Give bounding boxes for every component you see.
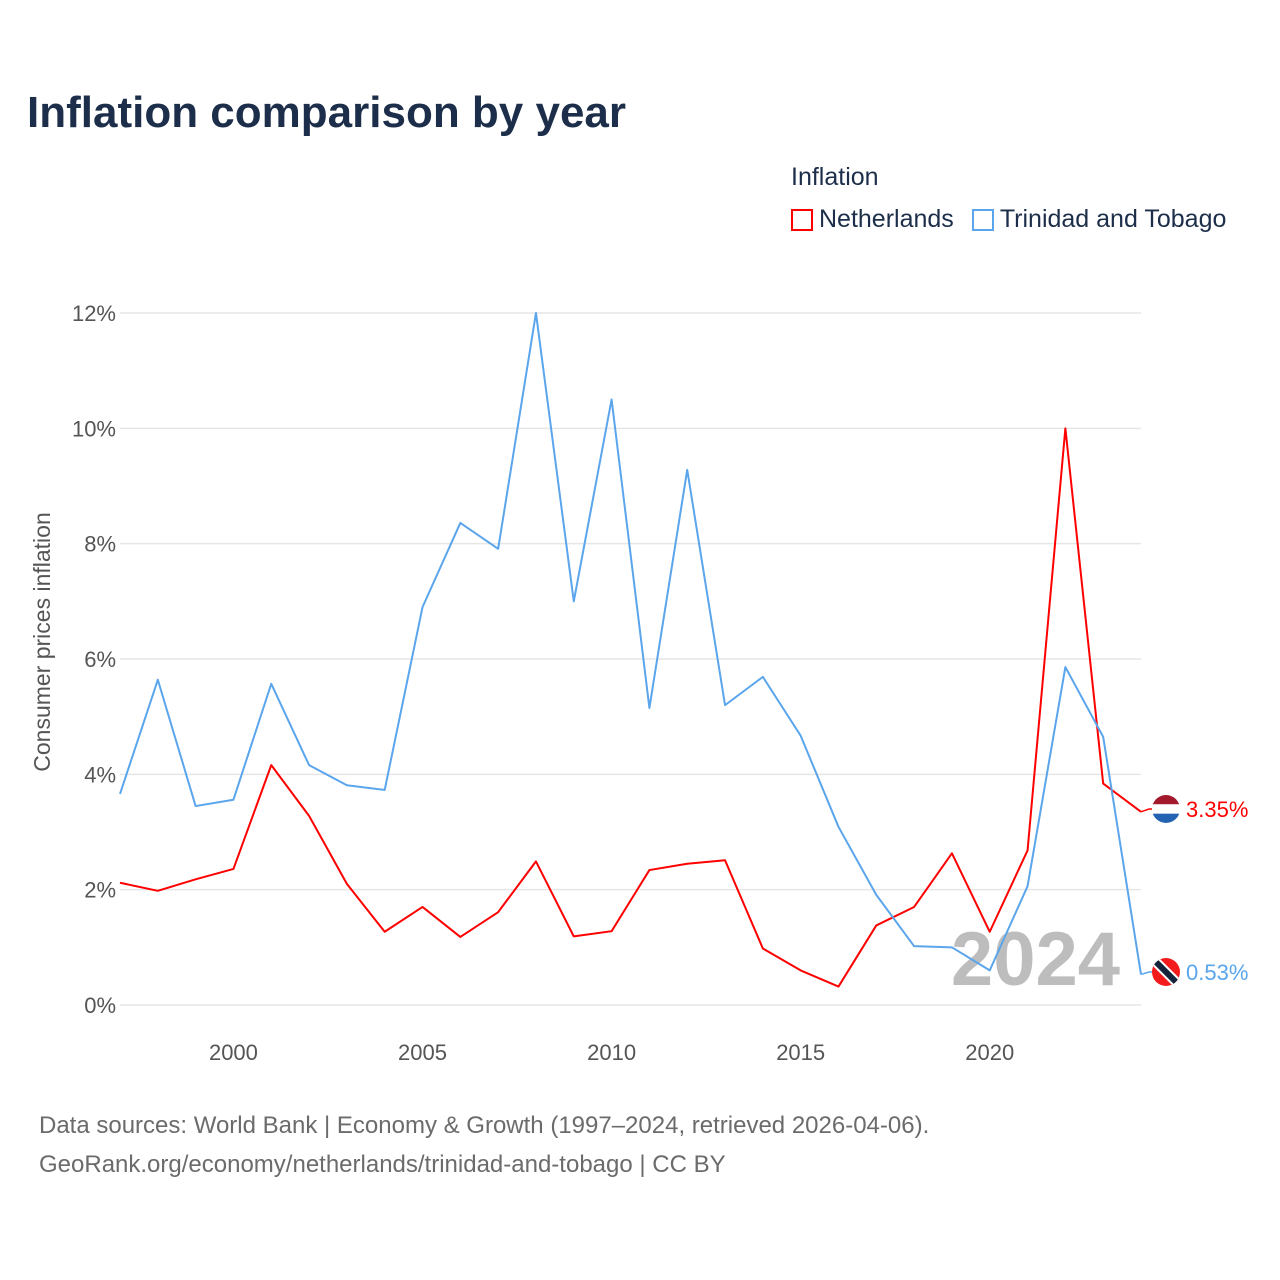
legend-label: Trinidad and Tobago	[999, 205, 1227, 233]
y-tick-label: 4%	[84, 762, 116, 787]
year-watermark: 2024	[951, 917, 1120, 1002]
end-value-label: 0.53%	[1186, 960, 1248, 985]
y-tick-label: 2%	[84, 878, 116, 903]
y-axis-label: Consumer prices inflation	[29, 512, 55, 772]
legend-item-trinidad[interactable]: Trinidad and Tobago	[971, 205, 1227, 234]
x-tick-label: 2015	[776, 1040, 825, 1065]
footer: Data sources: World Bank | Economy & Gro…	[39, 1106, 929, 1184]
legend-swatch	[971, 208, 994, 231]
end-connector	[1140, 971, 1152, 976]
y-tick-label: 8%	[84, 532, 116, 557]
x-tick-label: 2005	[398, 1040, 447, 1065]
netherlands-flag-icon	[1152, 804, 1180, 814]
netherlands-flag-icon	[1152, 795, 1180, 805]
legend-title: Inflation	[791, 163, 879, 191]
end-value-label: 3.35%	[1186, 797, 1248, 822]
trinidad-flag-icon	[1152, 958, 1180, 986]
footer-source: Data sources: World Bank | Economy & Gro…	[39, 1112, 930, 1139]
legend-label: Netherlands	[819, 205, 954, 233]
netherlands-flag-icon	[1152, 813, 1180, 823]
x-tick-label: 2020	[965, 1040, 1014, 1065]
y-tick-label: 6%	[84, 647, 116, 672]
y-tick-label: 10%	[72, 416, 116, 441]
series-line-1	[119, 312, 1142, 975]
legend-item-netherlands[interactable]: Netherlands	[791, 205, 954, 234]
chart-title: Inflation comparison by year	[27, 88, 627, 137]
x-tick-label: 2010	[587, 1040, 636, 1065]
legend-swatch	[791, 208, 813, 231]
end-connector	[1140, 808, 1152, 813]
series-line-0	[119, 427, 1142, 988]
legend: Netherlands Trinidad and Tobago	[791, 205, 1226, 234]
y-tick-label: 0%	[84, 993, 116, 1018]
y-tick-label: 12%	[72, 301, 116, 326]
footer-link[interactable]: GeoRank.org/economy/netherlands/trinidad…	[39, 1151, 726, 1178]
x-tick-label: 2000	[209, 1040, 258, 1065]
